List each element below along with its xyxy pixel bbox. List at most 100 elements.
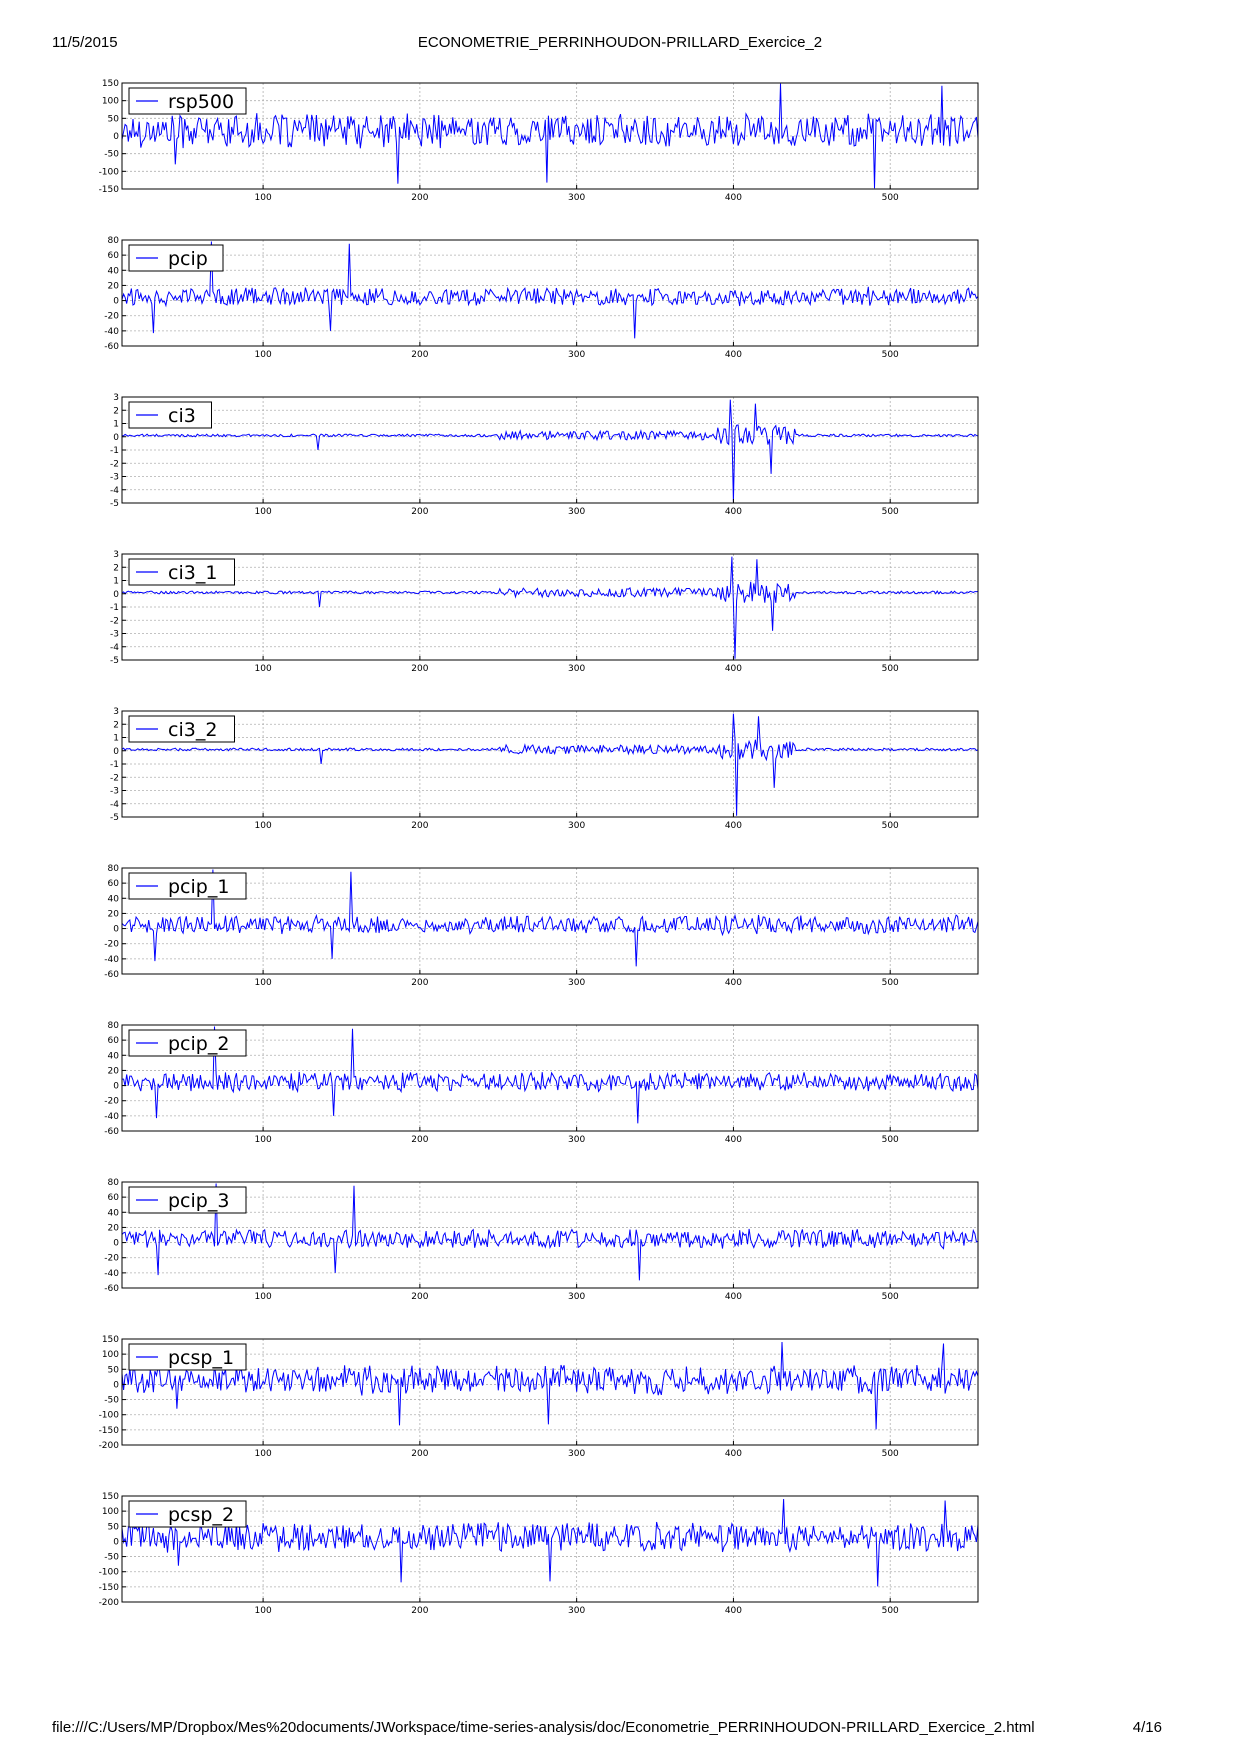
y-tick-label: -150 — [99, 1583, 120, 1593]
y-tick-label: -2 — [110, 773, 119, 783]
x-tick-label: 500 — [882, 1606, 899, 1616]
x-tick-label: 500 — [882, 821, 899, 831]
y-tick-label: -1 — [110, 446, 119, 456]
x-tick-label: 300 — [568, 664, 585, 674]
panel-rsp500: 100 200 300 400 500 -150 -100 -50 0 50 100 150 rsp50… — [99, 79, 979, 203]
panel-ci3_2: 100 200 300 400 500 -5 -4 -3 -2 -1 0 1 2 3 ci3_2 — [110, 707, 979, 831]
x-tick-label: 400 — [725, 350, 742, 360]
x-tick-label: 500 — [882, 1135, 899, 1145]
x-tick-label: 500 — [882, 350, 899, 360]
y-tick-label: 3 — [113, 550, 119, 560]
y-tick-label: -100 — [99, 167, 120, 177]
y-tick-label: 3 — [113, 707, 119, 717]
y-tick-label: 150 — [102, 1335, 119, 1345]
y-tick-label: -40 — [104, 327, 119, 337]
legend-label: ci3_1 — [168, 562, 217, 584]
x-tick-label: 400 — [725, 821, 742, 831]
y-tick-label: 0 — [113, 925, 119, 935]
legend-label: pcsp_2 — [168, 1504, 234, 1526]
y-tick-label: 60 — [108, 879, 120, 889]
series-line-ci3 — [122, 399, 979, 502]
series-line-ci3_2 — [121, 713, 979, 816]
y-tick-label: -5 — [110, 813, 119, 823]
x-tick-label: 300 — [568, 978, 585, 988]
legend-label: pcip_2 — [168, 1033, 229, 1055]
panel-ci3: 100 200 300 400 500 -5 -4 -3 -2 -1 0 1 2 3 ci3 — [110, 393, 979, 517]
x-tick-label: 500 — [882, 1292, 899, 1302]
y-tick-label: 0 — [113, 1380, 119, 1390]
y-tick-label: -20 — [104, 1254, 119, 1264]
document-title: ECONOMETRIE_PERRINHOUDON-PRILLARD_Exerci… — [417, 34, 823, 51]
legend-label: pcip_3 — [168, 1190, 229, 1212]
legend-label: pcip_1 — [168, 876, 229, 898]
legend-label: pcsp_1 — [168, 1347, 234, 1369]
y-tick-label: 100 — [102, 1507, 119, 1517]
y-tick-label: -40 — [104, 1269, 119, 1279]
y-tick-label: -60 — [104, 1127, 119, 1137]
series-line-pcsp_2 — [121, 1498, 979, 1587]
plot-frame — [121, 1181, 979, 1289]
y-tick-label: -200 — [99, 1598, 120, 1608]
series-line-pcip_2 — [122, 1026, 979, 1124]
x-tick-label: 200 — [411, 193, 428, 203]
legend-box — [128, 87, 247, 115]
y-tick-label: -40 — [104, 955, 119, 965]
y-tick-label: 20 — [108, 909, 120, 919]
y-tick-label: 2 — [113, 720, 119, 730]
plot-frame — [121, 1495, 979, 1603]
x-tick-label: 200 — [411, 978, 428, 988]
y-tick-label: 2 — [113, 406, 119, 416]
x-tick-label: 400 — [725, 507, 742, 517]
legend-box — [128, 872, 247, 900]
footer-url: file:///C:/Users/MP/Dropbox/Mes%20docume… — [52, 1719, 1035, 1736]
y-tick-label: 2 — [113, 563, 119, 573]
x-tick-label: 200 — [411, 1292, 428, 1302]
y-tick-label: -200 — [99, 1441, 120, 1451]
y-tick-label: -150 — [99, 185, 120, 195]
plot-frame — [121, 1338, 979, 1446]
y-tick-label: 80 — [108, 1178, 120, 1188]
y-tick-label: 50 — [108, 114, 120, 124]
y-tick-label: 1 — [113, 420, 119, 430]
y-tick-label: 0 — [113, 433, 119, 443]
y-tick-label: 0 — [113, 590, 119, 600]
x-tick-label: 500 — [882, 1449, 899, 1459]
y-tick-label: 20 — [108, 1223, 120, 1233]
y-tick-label: 40 — [108, 894, 120, 904]
x-tick-label: 100 — [255, 350, 272, 360]
x-tick-label: 400 — [725, 1135, 742, 1145]
y-tick-label: -3 — [110, 473, 119, 483]
y-tick-label: -1 — [110, 603, 119, 613]
x-tick-label: 300 — [568, 821, 585, 831]
y-tick-label: 0 — [113, 1082, 119, 1092]
x-tick-label: 200 — [411, 1135, 428, 1145]
x-tick-label: 300 — [568, 350, 585, 360]
y-tick-label: 60 — [108, 1193, 120, 1203]
y-tick-label: -5 — [110, 499, 119, 509]
panel-ci3_1: 100 200 300 400 500 -5 -4 -3 -2 -1 0 1 2 3 ci3_1 — [110, 550, 979, 674]
y-tick-label: -50 — [104, 1396, 119, 1406]
y-tick-label: 100 — [102, 1350, 119, 1360]
y-tick-label: 40 — [108, 1208, 120, 1218]
series-line-pcip_3 — [121, 1183, 979, 1281]
y-tick-label: -50 — [104, 1553, 119, 1563]
y-tick-label: 0 — [113, 1537, 119, 1547]
panel-pcip_3: 100 200 300 400 500 -60 -40 -20 0 20 40 60 80 pcip_3 — [104, 1178, 979, 1302]
x-tick-label: 200 — [411, 350, 428, 360]
y-tick-label: -20 — [104, 1097, 119, 1107]
y-tick-label: 50 — [108, 1365, 120, 1375]
y-tick-label: 20 — [108, 1066, 120, 1076]
x-tick-label: 100 — [255, 1292, 272, 1302]
plot-frame — [121, 867, 979, 975]
legend-box — [128, 401, 212, 429]
y-tick-label: 80 — [108, 864, 120, 874]
x-tick-label: 500 — [882, 193, 899, 203]
x-tick-label: 100 — [255, 1135, 272, 1145]
y-tick-label: -3 — [110, 787, 119, 797]
y-tick-label: 3 — [113, 393, 119, 403]
x-tick-label: 400 — [725, 664, 742, 674]
y-tick-label: -50 — [104, 150, 119, 160]
y-tick-label: 50 — [108, 1522, 120, 1532]
x-tick-label: 300 — [568, 1606, 585, 1616]
